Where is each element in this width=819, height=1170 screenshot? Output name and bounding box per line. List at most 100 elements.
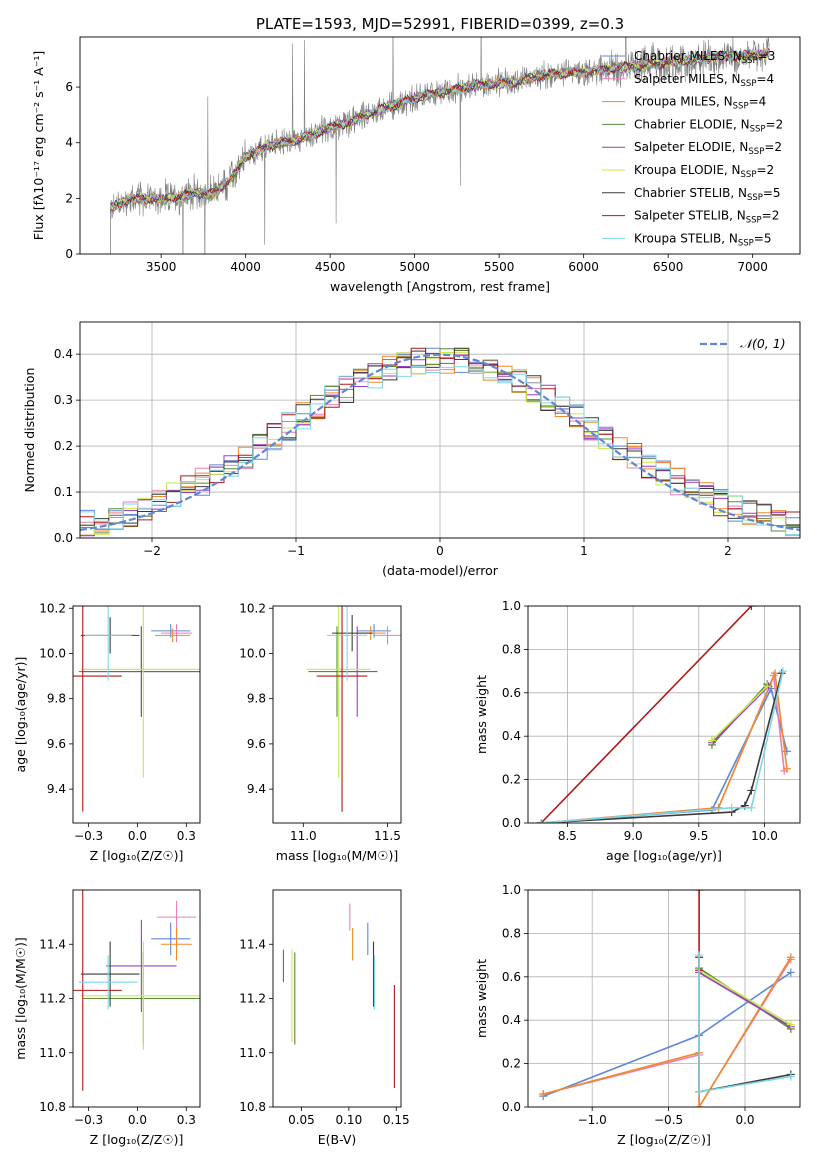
x-tick-label: 6500 — [653, 260, 684, 274]
legend-entry: Kroupa MILES, NSSP=4 — [634, 95, 766, 112]
y-tick-label: 10.2 — [239, 601, 266, 615]
x-tick-label: 2 — [724, 544, 732, 558]
residual-histogram-step — [80, 347, 800, 526]
x-tick-label: 4500 — [315, 260, 346, 274]
y-tick-label: 0.2 — [502, 773, 521, 787]
x-tick-label: 7000 — [737, 260, 768, 274]
y-tick-label: 9.8 — [247, 692, 266, 706]
figure-title: PLATE=1593, MJD=52991, FIBERID=0399, z=0… — [256, 15, 624, 33]
mass-vs-metallicity-panel: −0.3 0.0 0.3 10.8 11.0 11.2 11.4 Z [log₁₀(Z/Z☉)… — [13, 889, 201, 1147]
mass-weight-line — [541, 673, 783, 823]
y-tick-label: 0.8 — [502, 926, 521, 940]
axes-frame — [527, 889, 801, 1108]
x-axis-label: Z [log₁₀(Z/Z☉)] — [90, 1132, 184, 1147]
y-tick-label: 1.0 — [502, 599, 521, 613]
mass-weight-line — [543, 971, 792, 1097]
age_vs_Z-plot-area — [73, 606, 200, 812]
y-axis-label: Normed distribution — [22, 368, 37, 493]
axes-frame — [72, 889, 201, 1108]
mass-weight-marker — [695, 890, 704, 894]
mass-weight-marker — [778, 667, 787, 676]
mass-weight-marker — [786, 953, 795, 962]
mass-weight-marker — [537, 819, 546, 823]
y-tick-label: 0.4 — [502, 1013, 521, 1027]
mass-weight-marker — [707, 736, 716, 745]
mass-vs-ebv-panel: 0.05 0.10 0.15 10.8 11.0 11.2 11.4 E(B-V) — [239, 889, 410, 1147]
x-tick-label: −0.3 — [74, 829, 103, 843]
x-axis-label: Z [log₁₀(Z/Z☉)] — [90, 848, 184, 863]
legend-entry-subscript: SSP — [741, 79, 757, 89]
weight_vs_Z-plot-area — [539, 890, 795, 1107]
residuals-panel: −2 −1 0 1 2 0.0 0.1 0.2 0.3 0.4 (data-model)/error… — [22, 321, 801, 578]
mass-weight-line — [543, 956, 792, 1107]
y-tick-label: 11.4 — [39, 937, 66, 951]
x-tick-label: 0.10 — [335, 1113, 362, 1127]
age-vs-mass-panel: 11.0 11.5 9.4 9.6 9.8 10.0 10.2 mass [log₁₀(M/M… — [239, 601, 402, 863]
y-tick-label: 9.6 — [247, 737, 266, 751]
y-tick-label: 0.2 — [502, 1057, 521, 1071]
x-axis-label: mass [log₁₀(M/M☉)] — [276, 848, 398, 863]
mass_vs_ebv-plot-area — [282, 903, 395, 1089]
y-tick-label: 10.2 — [39, 601, 66, 615]
mass-weight-marker — [786, 1020, 795, 1029]
legend-entry-subscript: SSP — [747, 193, 763, 203]
mass-weight-marker — [782, 764, 791, 773]
legend-entry-subscript: SSP — [750, 124, 766, 134]
x-axis-label: age [log₁₀(age/yr)] — [606, 848, 722, 863]
mass-weight-marker — [747, 786, 756, 795]
legend-entry-subscript: SSP — [748, 147, 764, 157]
axes-frame — [527, 605, 801, 824]
y-tick-label: 0.0 — [502, 1100, 521, 1114]
x-tick-label: 6000 — [568, 260, 599, 274]
mass-weight-marker — [747, 606, 756, 610]
x-tick-label: 5500 — [484, 260, 515, 274]
legend-entry-value: =5 — [754, 231, 772, 245]
x-tick-label: 3500 — [146, 260, 177, 274]
normal-legend-label: 𝒩(0, 1) — [740, 336, 786, 351]
mass-weight-marker — [695, 951, 704, 960]
spectrum-legend: Chabrier MILES, NSSP=3 Salpeter MILES, NS… — [602, 49, 783, 248]
axes-frame — [79, 321, 801, 539]
legend-entry-value: =3 — [758, 49, 776, 63]
y-tick-label: 0.6 — [502, 686, 521, 700]
mass-weight-marker — [747, 803, 756, 812]
model-spectrum-line — [110, 48, 770, 213]
weight_vs_age-plot-area — [537, 606, 791, 823]
mass-weight-line — [698, 971, 792, 1028]
axes-frame — [272, 889, 402, 1108]
x-tick-label: 9.5 — [689, 829, 708, 843]
y-tick-label: 11.0 — [39, 1046, 66, 1060]
legend-entry-subscript: SSP — [738, 238, 754, 248]
legend-entry-value: =5 — [763, 186, 781, 200]
y-tick-label: 0.1 — [54, 485, 73, 499]
legend-entry-value: =2 — [756, 163, 774, 177]
x-axis-label: E(B-V) — [318, 1132, 357, 1147]
y-tick-label: 4 — [65, 136, 73, 150]
weight-vs-age-panel: 8.5 9.0 9.5 10.0 0.0 0.2 0.4 0.6 0.8 1.0 age [log₁… — [474, 599, 801, 863]
mass-weight-line — [698, 967, 792, 1030]
x-tick-label: −1.0 — [578, 1113, 607, 1127]
mass-weight-line — [540, 606, 752, 823]
legend-entry: Salpeter STELIB, NSSP=2 — [634, 209, 779, 226]
legend-entry-subscript: SSP — [746, 216, 762, 226]
axes-frame — [72, 605, 201, 824]
x-tick-label: 0.0 — [128, 829, 147, 843]
x-tick-label: 10.0 — [751, 829, 778, 843]
y-tick-label: 11.0 — [239, 1046, 266, 1060]
normal-distribution-curve — [80, 353, 800, 531]
x-tick-label: −2 — [143, 544, 161, 558]
y-tick-label: 0.0 — [54, 531, 73, 545]
legend-entry: Salpeter MILES, NSSP=4 — [634, 72, 774, 89]
y-tick-label: 10.8 — [39, 1100, 66, 1114]
x-tick-label: 0.0 — [128, 1113, 147, 1127]
x-tick-label: 0 — [436, 544, 444, 558]
mass-weight-marker — [786, 1072, 795, 1081]
y-tick-label: 11.2 — [39, 992, 66, 1006]
y-tick-label: 6 — [65, 80, 73, 94]
x-tick-label: 0.05 — [288, 1113, 315, 1127]
mass-weight-line — [711, 685, 770, 744]
legend-entry: Kroupa STELIB, NSSP=5 — [634, 231, 772, 248]
x-tick-label: −0.5 — [654, 1113, 683, 1127]
y-tick-label: 11.2 — [239, 992, 266, 1006]
legend-entry-subscript: SSP — [742, 56, 758, 66]
